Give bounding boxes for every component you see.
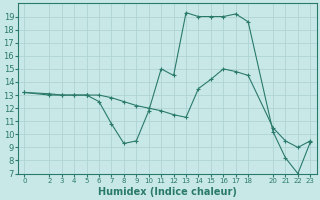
- X-axis label: Humidex (Indice chaleur): Humidex (Indice chaleur): [98, 187, 237, 197]
